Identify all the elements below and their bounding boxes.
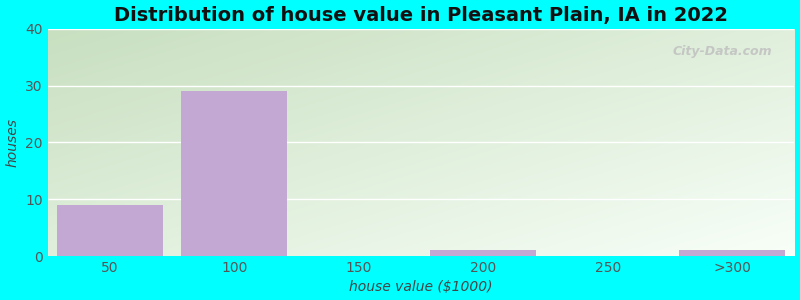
- Bar: [430, 250, 536, 256]
- Title: Distribution of house value in Pleasant Plain, IA in 2022: Distribution of house value in Pleasant …: [114, 6, 728, 25]
- Y-axis label: houses: houses: [6, 118, 19, 167]
- Bar: [679, 250, 785, 256]
- Bar: [57, 205, 162, 256]
- Text: City-Data.com: City-Data.com: [673, 45, 772, 58]
- Bar: [182, 92, 287, 256]
- X-axis label: house value ($1000): house value ($1000): [350, 280, 493, 294]
